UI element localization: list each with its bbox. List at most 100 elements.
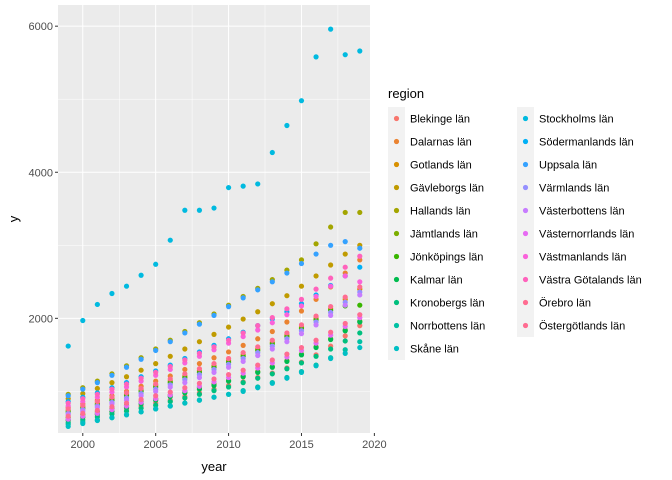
data-point bbox=[284, 122, 290, 129]
legend-label: Södermanlands län bbox=[539, 137, 634, 149]
data-point bbox=[196, 397, 203, 403]
x-tick-label: 2005 bbox=[143, 439, 167, 451]
data-point bbox=[109, 372, 115, 378]
data-point bbox=[123, 283, 130, 289]
series-points bbox=[65, 26, 363, 349]
data-point bbox=[80, 410, 86, 416]
data-point bbox=[298, 344, 305, 351]
data-point bbox=[269, 315, 275, 321]
data-point bbox=[225, 349, 232, 355]
data-point bbox=[357, 302, 363, 308]
data-point bbox=[342, 239, 348, 245]
data-point bbox=[298, 331, 305, 337]
data-point bbox=[109, 290, 115, 297]
data-point bbox=[255, 323, 261, 329]
data-point bbox=[182, 346, 188, 352]
legend-key-point bbox=[522, 299, 529, 306]
data-point bbox=[109, 394, 115, 400]
data-point bbox=[109, 415, 115, 421]
data-point bbox=[357, 279, 363, 285]
data-point bbox=[328, 346, 334, 352]
legend-key-point bbox=[522, 138, 529, 145]
y-tick-label: 4000 bbox=[29, 167, 53, 179]
data-point bbox=[269, 380, 275, 386]
data-point bbox=[313, 286, 319, 292]
data-point bbox=[153, 388, 159, 394]
data-point bbox=[342, 347, 348, 353]
data-point bbox=[240, 330, 246, 336]
data-point bbox=[269, 364, 275, 370]
data-point bbox=[357, 264, 363, 270]
data-point bbox=[298, 303, 305, 309]
data-point bbox=[298, 369, 305, 375]
data-point bbox=[196, 374, 203, 381]
data-point bbox=[298, 98, 305, 104]
data-point bbox=[123, 408, 130, 414]
data-point bbox=[269, 149, 275, 156]
data-point bbox=[284, 270, 290, 276]
data-point bbox=[65, 406, 71, 412]
data-point bbox=[240, 342, 246, 348]
data-point bbox=[313, 363, 319, 369]
data-point bbox=[284, 319, 290, 325]
data-point bbox=[167, 353, 173, 359]
data-point bbox=[240, 380, 246, 386]
data-point bbox=[138, 405, 144, 411]
legend-label: Jämtlands län bbox=[410, 229, 478, 241]
data-point bbox=[255, 362, 261, 368]
data-point bbox=[284, 306, 290, 312]
data-point bbox=[328, 312, 334, 319]
data-point bbox=[65, 423, 71, 430]
data-point bbox=[109, 411, 115, 417]
data-point bbox=[357, 312, 363, 318]
data-point bbox=[255, 375, 261, 381]
x-tick-label: 2020 bbox=[362, 439, 386, 451]
legend-key-point bbox=[522, 322, 529, 329]
legend-label: Västernorrlands län bbox=[539, 229, 634, 241]
data-point bbox=[211, 312, 217, 319]
y-tick-label: 6000 bbox=[29, 21, 53, 33]
data-point bbox=[342, 52, 348, 58]
x-tick-label: 2015 bbox=[289, 439, 313, 451]
data-point bbox=[269, 371, 275, 377]
data-point bbox=[167, 384, 173, 390]
data-point bbox=[167, 339, 173, 345]
data-point bbox=[138, 367, 144, 373]
axes: 2000 2005 2010 2015 2020 2000 4000 6000 bbox=[29, 21, 387, 451]
data-point bbox=[211, 331, 217, 337]
data-point bbox=[269, 279, 275, 285]
legend-key-point bbox=[393, 207, 400, 214]
data-point bbox=[357, 339, 363, 345]
data-point bbox=[225, 324, 232, 330]
y-tick-label: 2000 bbox=[29, 313, 53, 325]
data-point bbox=[167, 363, 173, 370]
data-point bbox=[328, 283, 334, 289]
data-point bbox=[65, 393, 71, 399]
data-point bbox=[328, 304, 334, 310]
data-point bbox=[211, 361, 217, 367]
data-point bbox=[255, 181, 261, 187]
data-point bbox=[328, 336, 334, 343]
data-point bbox=[269, 346, 275, 352]
data-point bbox=[240, 316, 246, 322]
data-point bbox=[255, 327, 261, 333]
series-points bbox=[65, 312, 363, 419]
data-point bbox=[225, 184, 232, 191]
data-point bbox=[284, 358, 290, 365]
data-point bbox=[298, 257, 305, 263]
data-point bbox=[182, 395, 188, 401]
data-point bbox=[357, 319, 363, 325]
data-point bbox=[269, 301, 275, 307]
data-point bbox=[298, 296, 305, 302]
data-point bbox=[328, 355, 334, 362]
data-point bbox=[182, 330, 188, 336]
data-point bbox=[196, 391, 203, 397]
data-point bbox=[357, 284, 363, 290]
data-point bbox=[138, 396, 144, 403]
data-point bbox=[182, 207, 188, 213]
legend-key-point bbox=[522, 207, 529, 214]
data-point bbox=[182, 400, 188, 406]
data-point bbox=[94, 398, 100, 405]
legend-key-point bbox=[522, 230, 529, 237]
data-point bbox=[342, 302, 348, 308]
